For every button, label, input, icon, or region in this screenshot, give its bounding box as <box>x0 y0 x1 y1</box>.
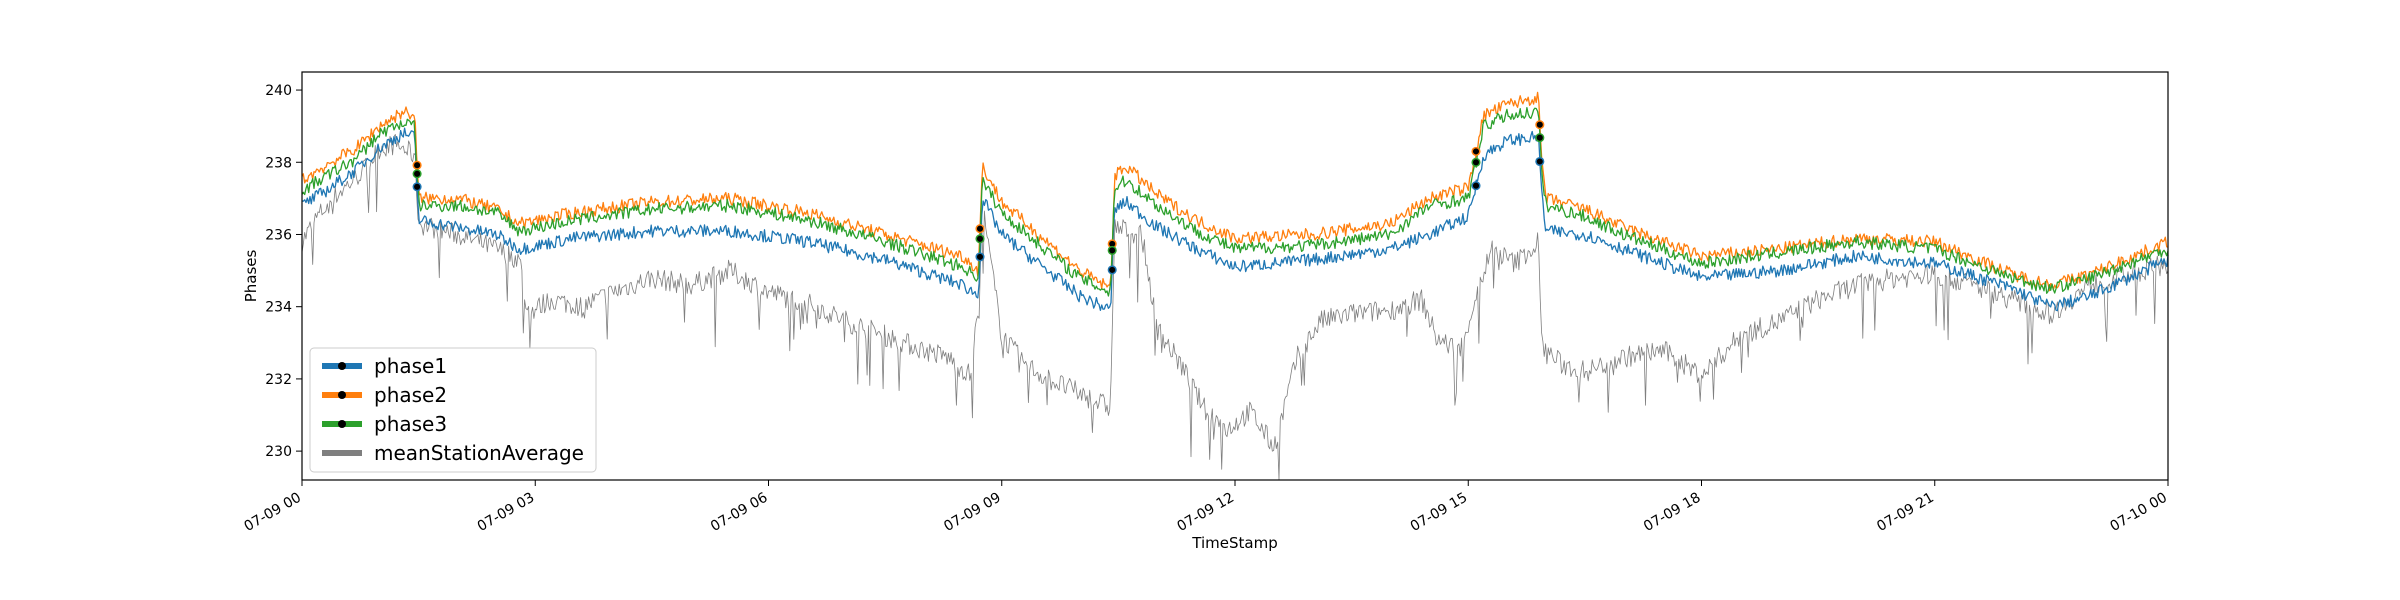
y-tick-label: 236 <box>265 227 292 243</box>
legend-marker-phase1 <box>338 362 346 370</box>
marker-phase3-3 <box>1471 157 1481 167</box>
legend-marker-phase3 <box>338 420 346 428</box>
marker-phase1-1 <box>975 252 985 262</box>
series-line-phase1 <box>301 127 2169 312</box>
marker-phase3-0 <box>412 169 422 179</box>
y-tick-label: 234 <box>265 300 292 316</box>
y-tick-label: 230 <box>265 444 292 460</box>
marker-phase2-4 <box>1535 120 1545 130</box>
marker-phase3-1 <box>975 234 985 244</box>
legend-label-phase1: phase1 <box>374 354 447 378</box>
y-tick-label: 238 <box>265 155 292 171</box>
series-layer <box>301 91 2169 481</box>
legend: phase1 phase2 phase3 meanStationAverage <box>309 347 597 473</box>
legend-label-phase2: phase2 <box>374 383 447 407</box>
marker-phase1-4 <box>1535 156 1545 167</box>
series-line-phase3 <box>301 107 2169 297</box>
marker-phase2-3 <box>1471 146 1481 156</box>
marker-phase1-0 <box>412 182 422 192</box>
marker-phase2-1 <box>975 224 985 234</box>
y-axis: 230 232 234 236 238 240 <box>265 83 302 460</box>
marker-phase3-4 <box>1535 133 1545 143</box>
series-line-meanStationAverage <box>301 134 2169 481</box>
marker-phase2-0 <box>412 160 422 170</box>
x-axis-title: TimeStamp <box>1191 534 1277 552</box>
y-axis-title: Phases <box>242 250 260 303</box>
marker-phase1-2 <box>1107 265 1117 275</box>
marker-phase1-3 <box>1471 181 1481 191</box>
y-tick-label: 240 <box>265 83 292 99</box>
legend-marker-phase2 <box>338 391 346 399</box>
legend-label-phase3: phase3 <box>374 412 447 436</box>
legend-box <box>309 347 597 473</box>
y-tick-label: 232 <box>265 372 292 388</box>
marker-phase3-2 <box>1107 245 1117 255</box>
legend-label-meanStationAverage: meanStationAverage <box>374 441 584 465</box>
